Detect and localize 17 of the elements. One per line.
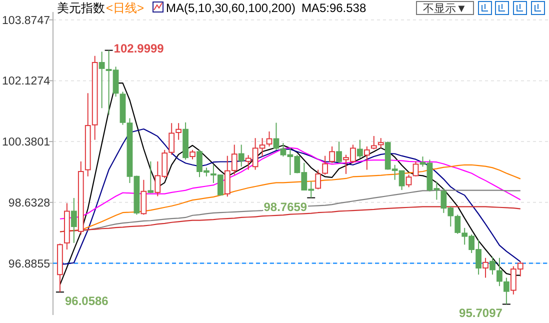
annotation: 102.9999 xyxy=(104,41,164,56)
y-tick-label: 96.8855 xyxy=(8,258,50,270)
y-tick-label: 98.6328 xyxy=(8,197,50,210)
annotation: MA5:96.538 xyxy=(301,1,366,15)
y-tick-label: 102.1274 xyxy=(2,76,51,88)
annotation: 96.0586 xyxy=(55,292,108,308)
annotation: 102.9999 xyxy=(114,41,164,56)
y-tick-label: 103.8747 xyxy=(2,14,50,27)
legend-title: MA(5,10,30,60,100,200) xyxy=(166,1,296,15)
y-tick-label: 100.3801 xyxy=(2,136,50,149)
subtitle: <日线> xyxy=(106,1,144,15)
annotation: 95.7097 xyxy=(459,306,503,320)
title: 美元指数 xyxy=(57,1,105,15)
annotation: 96.0586 xyxy=(64,294,109,308)
annotation: 不显示▼ xyxy=(423,3,467,15)
annotation: 95.7097 xyxy=(459,304,511,320)
button: 不显示▼ xyxy=(416,1,474,15)
